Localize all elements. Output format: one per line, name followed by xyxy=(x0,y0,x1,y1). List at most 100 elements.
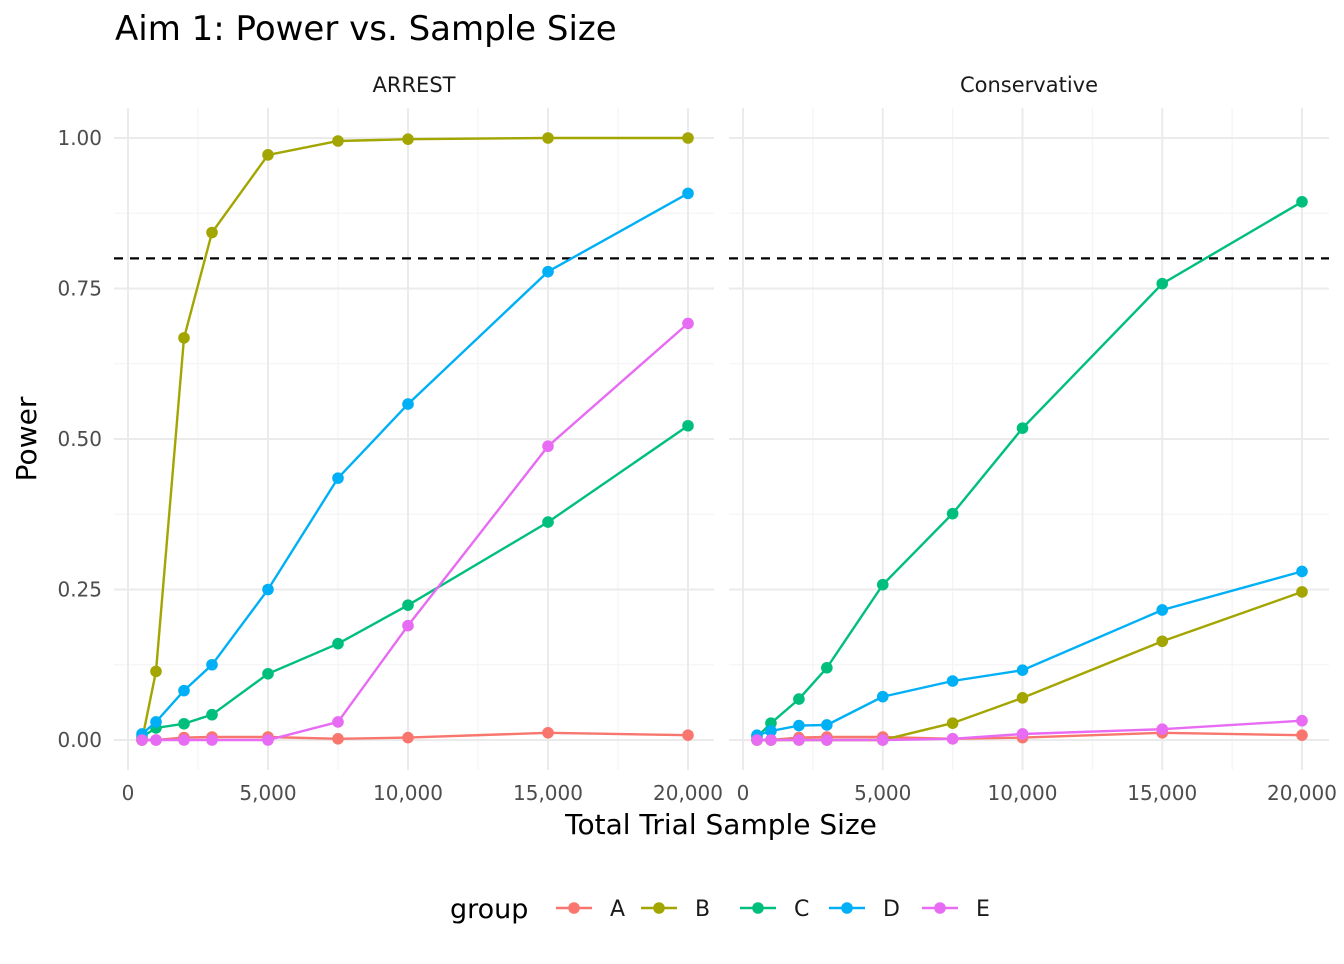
data-point-D xyxy=(821,719,833,731)
y-tick-label: 1.00 xyxy=(57,126,102,150)
data-point-C xyxy=(821,661,833,674)
chart-title: Aim 1: Power vs. Sample Size xyxy=(115,9,617,49)
legend-key-point xyxy=(841,902,853,914)
data-point-B xyxy=(262,149,274,161)
panel-arrest: ARREST 0 5,000 10,000 15,000 20,000 0.00 0.25 0.… xyxy=(57,73,723,805)
data-point-D xyxy=(946,675,959,687)
legend-item-E: E xyxy=(922,897,990,922)
data-point-A xyxy=(332,732,344,745)
legend-label: A xyxy=(610,897,625,922)
series-line-D xyxy=(756,570,1303,737)
data-point-B xyxy=(682,132,694,144)
series-line-C xyxy=(756,200,1303,738)
legend-key-point xyxy=(752,902,764,914)
data-point-A xyxy=(682,729,694,741)
x-tick-label: 0 xyxy=(737,781,750,805)
data-point-B xyxy=(332,135,344,147)
data-point-E xyxy=(946,732,959,745)
data-point-C xyxy=(206,708,218,721)
y-tick-label: 0.25 xyxy=(57,578,102,602)
data-point-E xyxy=(765,734,777,746)
x-tick-label: 0 xyxy=(122,781,135,805)
x-tick-label: 15,000 xyxy=(513,781,583,805)
data-point-B xyxy=(1016,692,1029,704)
legend-label: E xyxy=(976,897,990,922)
data-point-E xyxy=(1296,714,1308,727)
data-point-A xyxy=(542,726,554,739)
x-tick-label: 10,000 xyxy=(373,781,443,805)
data-point-D xyxy=(1296,565,1308,578)
legend-item-A: A xyxy=(556,897,625,922)
x-axis-title: Total Trial Sample Size xyxy=(564,808,877,841)
data-point-E xyxy=(682,317,694,330)
data-point-C xyxy=(793,693,805,705)
y-tick-label: 0.50 xyxy=(57,427,102,451)
data-point-C xyxy=(876,578,889,591)
data-point-D xyxy=(1156,604,1169,616)
data-point-C xyxy=(332,637,344,650)
legend: group A B C D E xyxy=(450,894,990,925)
data-point-B xyxy=(946,717,959,729)
facet-strip-label: ARREST xyxy=(373,73,456,97)
grid xyxy=(729,108,1329,770)
facet-strip-label: Conservative xyxy=(960,73,1098,97)
data-point-D xyxy=(206,658,218,671)
data-point-E xyxy=(178,734,190,746)
data-point-A xyxy=(1296,729,1308,741)
data-point-E xyxy=(136,734,148,746)
legend-item-C: C xyxy=(740,897,809,922)
x-tick-label: 20,000 xyxy=(653,781,723,805)
legend-label: D xyxy=(883,897,900,922)
data-point-B xyxy=(178,332,190,344)
x-tick-label: 10,000 xyxy=(988,781,1058,805)
series-line-E xyxy=(142,322,689,742)
panels: ARREST 0 5,000 10,000 15,000 20,000 0.00 0.25 0.… xyxy=(57,73,1337,805)
data-point-E xyxy=(751,734,763,746)
data-point-E xyxy=(1016,728,1029,740)
legend-item-B: B xyxy=(641,897,710,922)
data-point-E xyxy=(793,734,805,746)
data-point-C xyxy=(542,516,554,528)
data-point-E xyxy=(1156,723,1169,735)
data-point-B xyxy=(402,133,414,146)
data-point-D xyxy=(876,690,889,703)
data-point-C xyxy=(682,419,694,432)
data-point-B xyxy=(1156,635,1169,648)
x-tick-label: 5,000 xyxy=(239,781,296,805)
legend-label: B xyxy=(695,897,710,922)
data-point-D xyxy=(542,265,554,278)
data-point-C xyxy=(946,507,959,520)
x-tick-label: 15,000 xyxy=(1127,781,1197,805)
y-axis-title: Power xyxy=(10,396,43,481)
data-point-E xyxy=(332,716,344,728)
series-line-D xyxy=(141,192,689,735)
data-point-E xyxy=(402,619,414,632)
data-point-E xyxy=(150,734,162,746)
data-point-D xyxy=(402,398,414,410)
data-point-D xyxy=(332,472,344,484)
data-point-B xyxy=(1296,586,1308,598)
data-point-C xyxy=(1156,277,1169,290)
data-point-D xyxy=(765,725,777,737)
x-tick-label: 20,000 xyxy=(1267,781,1337,805)
data-point-D xyxy=(150,716,162,728)
data-point-C xyxy=(402,599,414,611)
legend-item-D: D xyxy=(829,897,900,922)
data-point-E xyxy=(821,734,833,746)
data-point-A xyxy=(402,731,414,744)
legend-label: C xyxy=(794,897,809,922)
legend-key-point xyxy=(934,902,946,914)
panel-conservative: Conservative 0 5,000 10,000 15,000 20,000 xyxy=(729,73,1337,805)
legend-title: group xyxy=(450,894,528,925)
x-tick-label: 5,000 xyxy=(854,781,911,805)
data-point-C xyxy=(262,667,274,680)
data-point-E xyxy=(262,734,274,746)
data-point-D xyxy=(178,684,190,697)
data-point-C xyxy=(178,717,190,730)
data-point-D xyxy=(262,583,274,596)
data-point-E xyxy=(206,734,218,746)
data-point-C xyxy=(1296,196,1308,208)
data-point-B xyxy=(206,226,218,239)
data-point-E xyxy=(542,440,554,453)
